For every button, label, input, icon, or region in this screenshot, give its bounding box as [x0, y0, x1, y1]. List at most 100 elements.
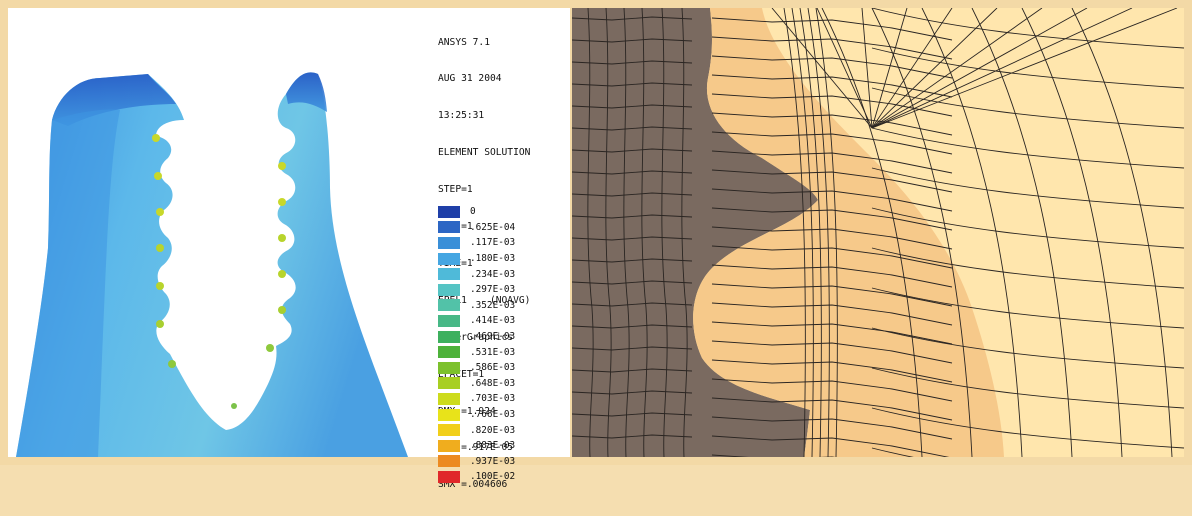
- legend-entry: .703E-03: [438, 391, 515, 407]
- mesh-line: [572, 170, 693, 175]
- mesh-line: [821, 8, 923, 457]
- mesh-line: [871, 8, 1184, 49]
- mesh-plot: [572, 8, 1184, 457]
- mesh-grid-lines: [572, 8, 1184, 457]
- legend-entry: .937E-03: [438, 454, 515, 470]
- mesh-line: [816, 8, 873, 129]
- mesh-line: [711, 17, 953, 41]
- mesh-line: [572, 214, 693, 219]
- mesh-line: [871, 47, 1184, 89]
- legend-label: .352E-03: [470, 299, 516, 311]
- legend-label: .234E-03: [470, 268, 516, 280]
- legend-label: .100E-02: [470, 471, 516, 483]
- mesh-line: [711, 150, 953, 174]
- mesh-line: [871, 8, 1088, 129]
- legend-swatch: [438, 205, 460, 218]
- mesh-line: [871, 447, 914, 457]
- info-line: ANSYS 7.1: [438, 36, 490, 48]
- mesh-line: [871, 127, 1184, 169]
- legend-entry: .766E-03: [438, 407, 515, 423]
- legend-swatch: [438, 470, 460, 483]
- legend-entry: .180E-03: [438, 251, 515, 267]
- fea-contour-panel: ANSYS 7.1 AUG 31 2004 13:25:31 ELEMENT S…: [8, 8, 570, 490]
- mesh-line: [711, 207, 953, 231]
- mesh-line: [572, 280, 693, 285]
- legend-label: .297E-03: [470, 284, 516, 296]
- mesh-line: [711, 359, 953, 383]
- mesh-line: [572, 126, 693, 131]
- legend-swatch: [438, 299, 460, 312]
- mesh-line: [572, 368, 693, 373]
- legend-entry: .297E-03: [438, 282, 515, 298]
- mesh-line: [572, 60, 693, 65]
- legend-swatch: [438, 361, 460, 374]
- mesh-line: [871, 247, 1184, 289]
- legend-entry: .820E-03: [438, 422, 515, 438]
- mesh-detail-panel: [572, 8, 1184, 457]
- mesh-line: [711, 169, 953, 193]
- legend-entry: .234E-03: [438, 266, 515, 282]
- legend-entry: .625E-04: [438, 220, 515, 236]
- mesh-line: [711, 264, 953, 288]
- mesh-line: [572, 236, 693, 241]
- legend-entry: .100E-02: [438, 469, 515, 485]
- mesh-line: [587, 8, 594, 457]
- legend-swatch: [438, 424, 460, 437]
- mesh-line: [711, 435, 950, 457]
- mesh-line: [681, 8, 688, 457]
- mesh-line: [572, 324, 693, 329]
- legend-swatch: [438, 455, 460, 468]
- legend-entry: .352E-03: [438, 298, 515, 314]
- mesh-line: [711, 226, 953, 250]
- legend-label: .531E-03: [470, 346, 516, 358]
- mesh-dark-region: [572, 8, 818, 457]
- legend-swatch: [438, 392, 460, 405]
- legend-label: .625E-04: [470, 221, 516, 233]
- mesh-line: [871, 407, 1184, 449]
- mesh-line: [711, 302, 953, 326]
- info-line: STEP=1: [438, 184, 473, 196]
- legend-swatch: [438, 268, 460, 281]
- info-line: EFACET=1: [438, 368, 485, 380]
- mesh-line: [711, 245, 953, 269]
- figure-frame: ANSYS 7.1 AUG 31 2004 13:25:31 ELEMENT S…: [8, 8, 1184, 491]
- mesh-line: [971, 8, 1073, 457]
- mesh-line: [572, 258, 693, 263]
- legend-swatch: [438, 252, 460, 265]
- legend-label: .180E-03: [470, 253, 516, 265]
- legend-entry: .648E-03: [438, 376, 515, 392]
- legend-swatch: [438, 221, 460, 234]
- mesh-line: [661, 8, 668, 457]
- mesh-line: [623, 8, 630, 457]
- legend-entry: .531E-03: [438, 344, 515, 360]
- legend-label: .469E-03: [470, 331, 516, 343]
- mesh-line: [711, 397, 953, 421]
- mesh-line: [871, 8, 998, 129]
- mesh-line: [771, 8, 873, 129]
- mesh-line: [641, 8, 648, 457]
- mesh-line: [572, 38, 693, 43]
- mesh-line: [711, 188, 953, 212]
- mesh-line: [572, 16, 693, 21]
- legend-label: 0: [470, 206, 476, 218]
- mesh-line: [572, 434, 693, 439]
- legend-entry: .586E-03: [438, 360, 515, 376]
- legend-entry: .469E-03: [438, 329, 515, 345]
- info-line: ELEMENT SOLUTION: [438, 147, 531, 159]
- mesh-line: [572, 148, 693, 153]
- mesh-line: [871, 8, 1133, 129]
- legend-entry: 0: [438, 204, 515, 220]
- mesh-line: [871, 167, 1184, 209]
- legend-swatch: [438, 314, 460, 327]
- mesh-line: [711, 416, 953, 440]
- mesh-line: [871, 8, 973, 457]
- mesh-line: [861, 8, 873, 129]
- mesh-line: [711, 36, 953, 60]
- legend-swatch: [438, 236, 460, 249]
- mesh-line: [871, 8, 953, 129]
- mesh-line: [711, 55, 953, 79]
- mesh-line: [711, 378, 953, 402]
- strain-hotspots: [152, 134, 286, 409]
- legend-entry: .117E-03: [438, 235, 515, 251]
- mesh-line: [791, 8, 814, 457]
